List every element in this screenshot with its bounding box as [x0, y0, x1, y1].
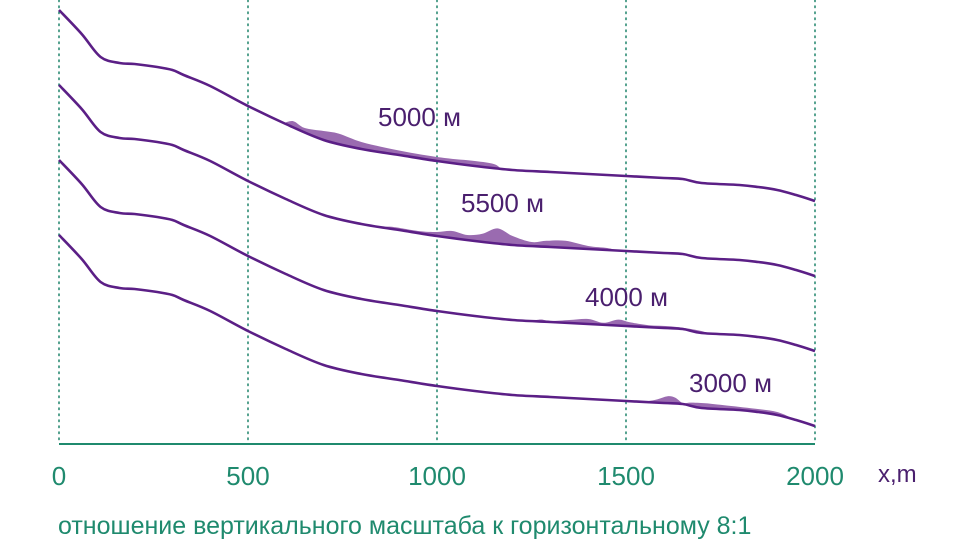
profile-line-4: [58, 234, 816, 428]
deposit-area-2: [382, 226, 619, 251]
scale-caption: отношение вертикального масштаба к гориз…: [58, 512, 752, 540]
profile-line-1: [58, 9, 816, 203]
x-tick-label-0: 0: [52, 461, 66, 491]
x-tick-label-1500: 1500: [597, 461, 655, 491]
profile-label-1: 5000 м: [378, 102, 461, 132]
x-tick-labels: 0 500 1000 1500 2000: [52, 461, 844, 491]
profile-label-4: 3000 м: [689, 368, 772, 398]
profile-labels: 5000 м 5500 м 4000 м 3000 м: [378, 102, 772, 398]
x-tick-label-2000: 2000: [786, 461, 844, 491]
profile-label-3: 4000 м: [585, 282, 668, 312]
x-tick-label-1000: 1000: [408, 461, 466, 491]
profile-line-2: [58, 84, 816, 278]
profile-lines: [58, 9, 816, 428]
grid-lines: [58, 0, 816, 445]
profile-label-2: 5500 м: [461, 188, 544, 218]
x-tick-label-500: 500: [226, 461, 269, 491]
x-axis-label: x,m: [878, 461, 917, 488]
profile-line-3: [58, 159, 816, 353]
deposit-area-1: [283, 121, 502, 169]
